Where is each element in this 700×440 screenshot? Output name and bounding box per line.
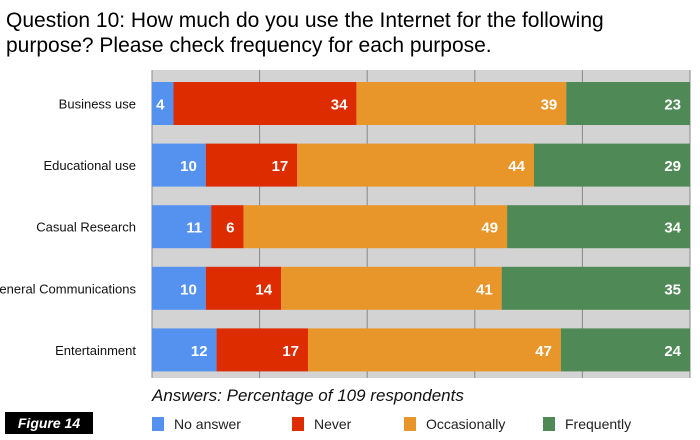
data-label: 11: [186, 220, 202, 237]
bar-segment: [308, 328, 561, 372]
category-label: Casual Research: [36, 220, 136, 235]
legend-item: Never: [292, 416, 351, 432]
bar-segment: [152, 205, 212, 249]
bar-segment: [297, 143, 534, 187]
bar-segment: [205, 266, 282, 310]
legend-item: Frequently: [543, 416, 631, 432]
bar-segment: [173, 82, 357, 125]
bar-segment: [281, 266, 502, 310]
data-label: 34: [331, 97, 348, 114]
data-label: 10: [180, 281, 197, 298]
data-label: 6: [226, 220, 234, 237]
bar-segment: [152, 82, 174, 125]
legend-swatch: [543, 417, 555, 431]
data-label: 4: [156, 97, 165, 114]
category-label: Business use: [59, 97, 136, 112]
figure-label: Figure 14: [5, 412, 93, 434]
data-label: 47: [535, 343, 552, 360]
data-label: 10: [180, 158, 197, 175]
legend-label: Never: [314, 416, 352, 432]
data-label: 17: [282, 343, 299, 360]
bar-segment: [507, 205, 690, 249]
bar-segment: [152, 266, 206, 310]
legend-item: No answer: [152, 416, 241, 432]
category-label: Entertainment: [55, 343, 136, 358]
x-axis-label: Answers: Percentage of 109 respondents: [152, 386, 464, 405]
chart-title: Question 10: How much do you use the Int…: [6, 9, 604, 57]
legend-label: Occasionally: [426, 416, 506, 432]
bar-segment: [216, 328, 309, 372]
bar-segment: [152, 328, 217, 372]
bar-segment: [533, 143, 690, 187]
data-label: 39: [541, 97, 558, 114]
data-label: 14: [255, 281, 272, 298]
data-label: 24: [664, 343, 681, 360]
data-label: 23: [664, 97, 681, 114]
legend-label: Frequently: [565, 416, 632, 432]
bar-segment: [501, 266, 690, 310]
bar-segment: [211, 205, 244, 249]
data-label: 35: [664, 281, 681, 298]
data-label: 49: [481, 220, 498, 237]
bar-segment: [560, 328, 690, 372]
data-label: 29: [664, 158, 681, 175]
legend-swatch: [404, 417, 416, 431]
data-label: 12: [191, 343, 208, 360]
legend-item: Occasionally: [404, 416, 505, 432]
bar-segment: [152, 143, 206, 187]
legend-swatch: [292, 417, 304, 431]
category-label: Educational use: [43, 158, 136, 173]
bar-segment: [243, 205, 508, 249]
legend-label: No answer: [174, 416, 241, 432]
legend-swatch: [152, 417, 164, 431]
data-label: 41: [476, 281, 493, 298]
data-label: 17: [272, 158, 289, 175]
data-label: 34: [664, 220, 681, 237]
bar-segment: [356, 82, 567, 125]
data-label: 44: [508, 158, 525, 175]
category-label: General Communications: [0, 281, 136, 296]
bar-segment: [205, 143, 298, 187]
bar-segment: [566, 82, 690, 125]
